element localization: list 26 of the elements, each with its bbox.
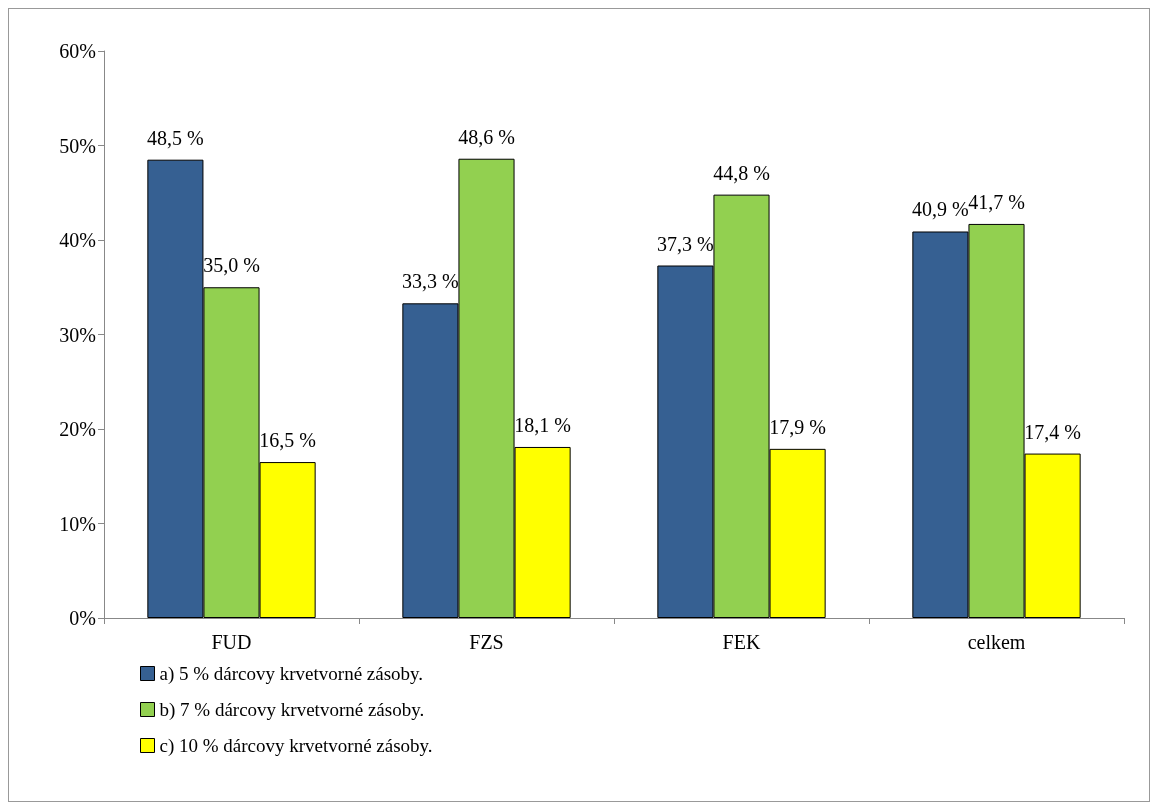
data-label: 18,1 % — [514, 413, 571, 436]
data-label: 37,3 % — [657, 232, 714, 255]
y-tick-label: 30% — [59, 323, 96, 346]
x-tick-label: celkem — [967, 631, 1026, 653]
data-label: 17,9 % — [769, 415, 826, 438]
x-tick-label: FEK — [722, 631, 761, 653]
y-tick-label: 10% — [59, 512, 96, 535]
data-label: 44,8 % — [713, 161, 770, 184]
data-label: 33,3 % — [402, 270, 459, 293]
legend-label: c) 10 % dárcovy krvetvorné zásoby. — [159, 735, 433, 757]
y-tick-label: 40% — [59, 229, 96, 251]
data-label: 41,7 % — [968, 190, 1025, 213]
data-label: 16,5 % — [259, 429, 316, 452]
legend-label: a) 5 % dárcovy krvetvorné zásoby. — [159, 663, 424, 685]
x-tick-label: FUD — [211, 631, 252, 653]
data-label: 40,9 % — [912, 198, 969, 221]
x-tick-label: FZS — [469, 631, 504, 653]
y-tick-label: 60% — [59, 40, 96, 62]
y-tick-label: 20% — [59, 418, 96, 440]
y-tick-label: 50% — [59, 134, 96, 157]
data-label: 17,4 % — [1024, 420, 1081, 443]
legend-label: b) 7 % dárcovy krvetvorné zásoby. — [159, 699, 425, 721]
data-label: 48,6 % — [458, 125, 515, 148]
data-label: 35,0 % — [203, 254, 260, 277]
y-tick-label: 0% — [69, 607, 96, 629]
data-label: 48,5 % — [147, 126, 204, 149]
